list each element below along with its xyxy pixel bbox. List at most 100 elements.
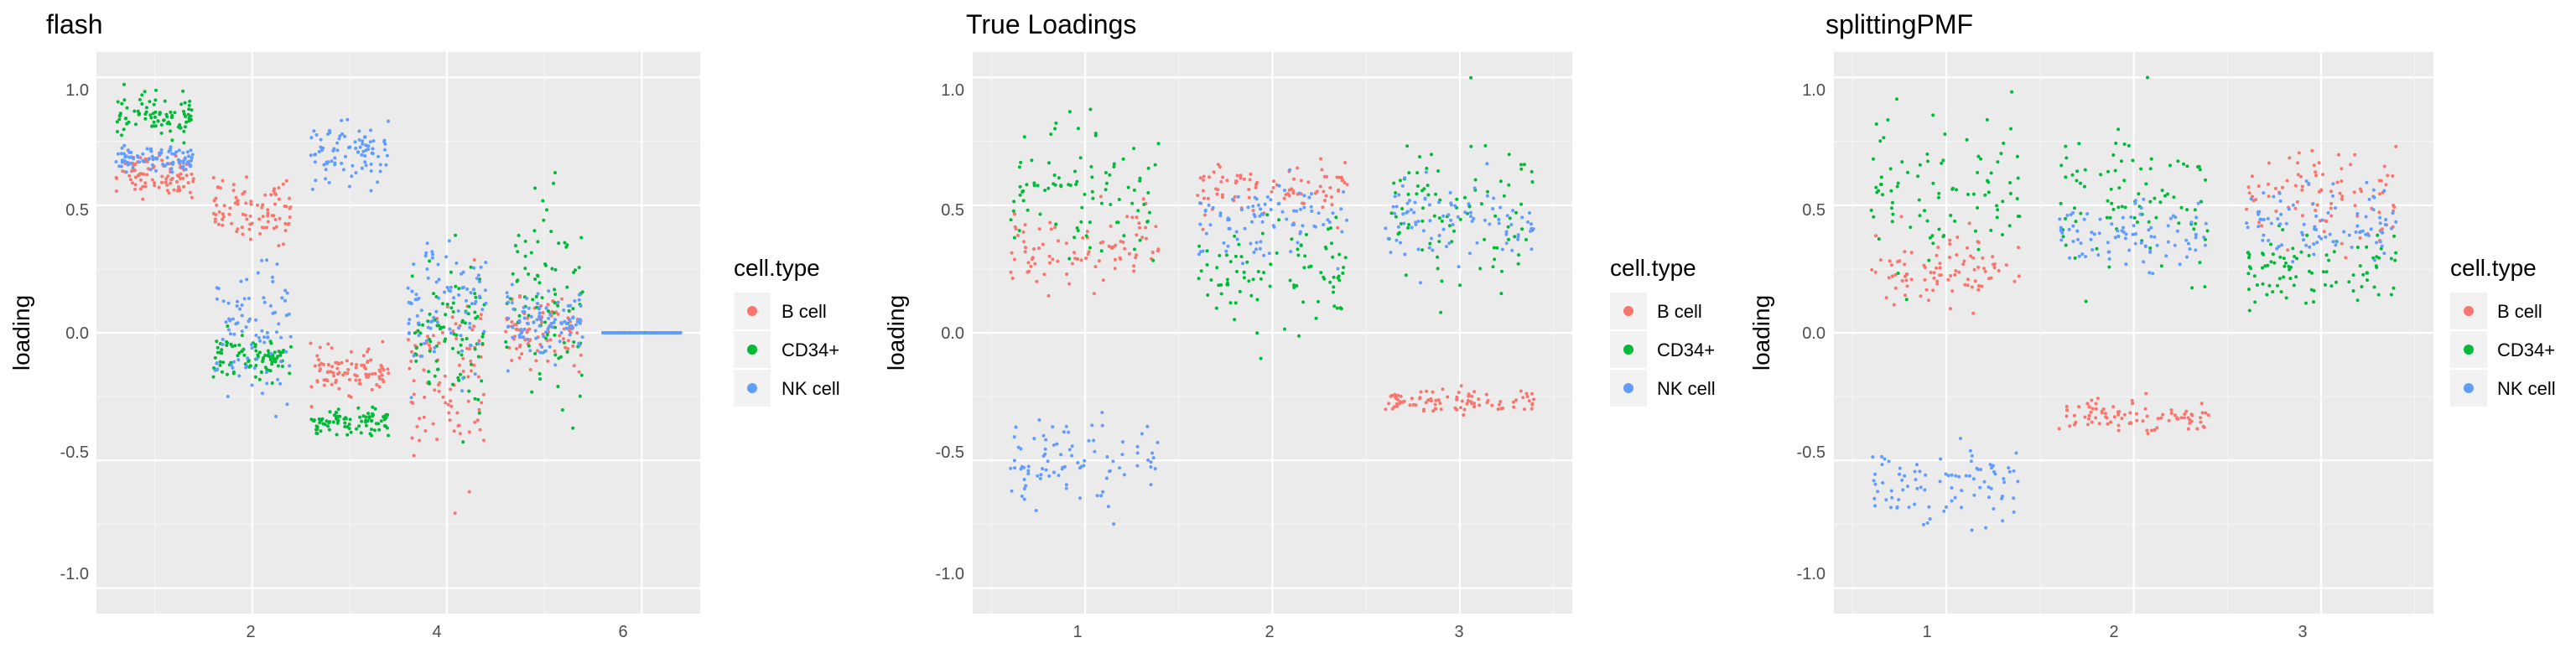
data-point (451, 329, 455, 333)
data-point (1054, 121, 1058, 125)
y-axis-label: loading (1748, 295, 1774, 371)
data-point (2110, 222, 2114, 226)
data-point (344, 154, 347, 158)
data-point (630, 331, 634, 334)
data-point (1132, 188, 1136, 192)
data-point (383, 142, 387, 146)
data-point (1323, 199, 1327, 203)
data-point (1925, 152, 1929, 156)
legend-swatch-cd34 (1623, 345, 1633, 355)
data-point (179, 172, 183, 176)
data-point (454, 322, 458, 326)
data-point (1906, 170, 1909, 174)
data-point (1437, 234, 1441, 237)
data-point (2267, 161, 2271, 165)
data-point (657, 331, 661, 334)
data-point (153, 110, 158, 114)
data-point (1971, 256, 1975, 260)
data-point (347, 422, 351, 427)
legend: cell.type B cell CD34+ NK cell (734, 255, 840, 407)
data-point (369, 169, 373, 173)
data-point (187, 119, 191, 123)
data-point (562, 340, 566, 345)
data-point (506, 300, 510, 304)
data-point (536, 240, 540, 244)
data-point (330, 346, 334, 350)
data-point (1104, 171, 1108, 174)
data-point (1909, 251, 1914, 255)
data-point (2169, 408, 2174, 412)
data-point (1914, 478, 1918, 482)
data-point (2178, 262, 2182, 267)
data-point (1043, 447, 1047, 451)
data-point (2253, 300, 2257, 304)
data-point (343, 371, 347, 375)
data-point (215, 286, 219, 290)
data-point (117, 164, 122, 168)
data-point (2391, 211, 2395, 215)
data-point (1029, 264, 1033, 268)
data-point (1976, 468, 1981, 472)
data-point (1010, 251, 1014, 255)
data-point (2179, 205, 2184, 210)
data-point (2131, 232, 2135, 236)
data-point (2198, 261, 2202, 265)
data-point (457, 293, 461, 297)
legend-swatch-nk-cell (1623, 383, 1633, 393)
data-point (1508, 216, 1512, 220)
data-point (1052, 470, 1056, 474)
y-tick-label: -0.5 (936, 443, 964, 462)
data-point (140, 102, 144, 106)
data-point (1038, 212, 1042, 216)
data-point (1047, 254, 1052, 258)
data-point (1328, 186, 1332, 189)
data-point (522, 305, 526, 309)
data-point (285, 402, 289, 407)
data-point (1870, 267, 1874, 272)
data-point (478, 277, 481, 282)
data-point (2263, 264, 2267, 268)
data-point (1307, 195, 1311, 200)
data-point (1996, 208, 2000, 212)
data-point (2127, 248, 2132, 252)
data-point (426, 319, 430, 324)
data-point (1204, 231, 1208, 236)
data-point (1903, 293, 1907, 298)
data-point (1965, 137, 1969, 142)
data-point (1530, 180, 1535, 184)
data-point (170, 152, 174, 156)
data-point (2271, 252, 2275, 257)
data-point (2068, 424, 2072, 428)
data-point (1988, 463, 1992, 467)
data-point (328, 410, 332, 414)
data-point (124, 154, 128, 158)
data-point (120, 146, 124, 150)
data-point (1890, 206, 1893, 210)
data-point (182, 159, 185, 163)
legend-label: B cell (782, 301, 827, 322)
data-point (1469, 215, 1472, 219)
data-point (1937, 227, 1941, 231)
data-point (2329, 214, 2334, 218)
data-point (1883, 457, 1887, 461)
data-point (1970, 528, 1974, 532)
data-point (413, 331, 417, 335)
legend-label: B cell (1657, 301, 1702, 322)
data-point (331, 371, 335, 375)
data-point (428, 312, 432, 316)
data-point (1413, 200, 1417, 205)
data-point (2111, 153, 2116, 157)
data-point (460, 320, 465, 324)
data-point (1101, 490, 1105, 494)
data-point (1424, 401, 1428, 405)
data-point (364, 420, 368, 424)
data-point (2382, 164, 2386, 168)
data-point (2185, 208, 2189, 212)
data-point (438, 327, 442, 331)
data-point (2324, 270, 2329, 274)
data-point (1935, 282, 1940, 286)
data-point (363, 135, 367, 139)
data-point (182, 184, 186, 189)
data-point (377, 428, 382, 432)
data-point (1530, 226, 1534, 231)
